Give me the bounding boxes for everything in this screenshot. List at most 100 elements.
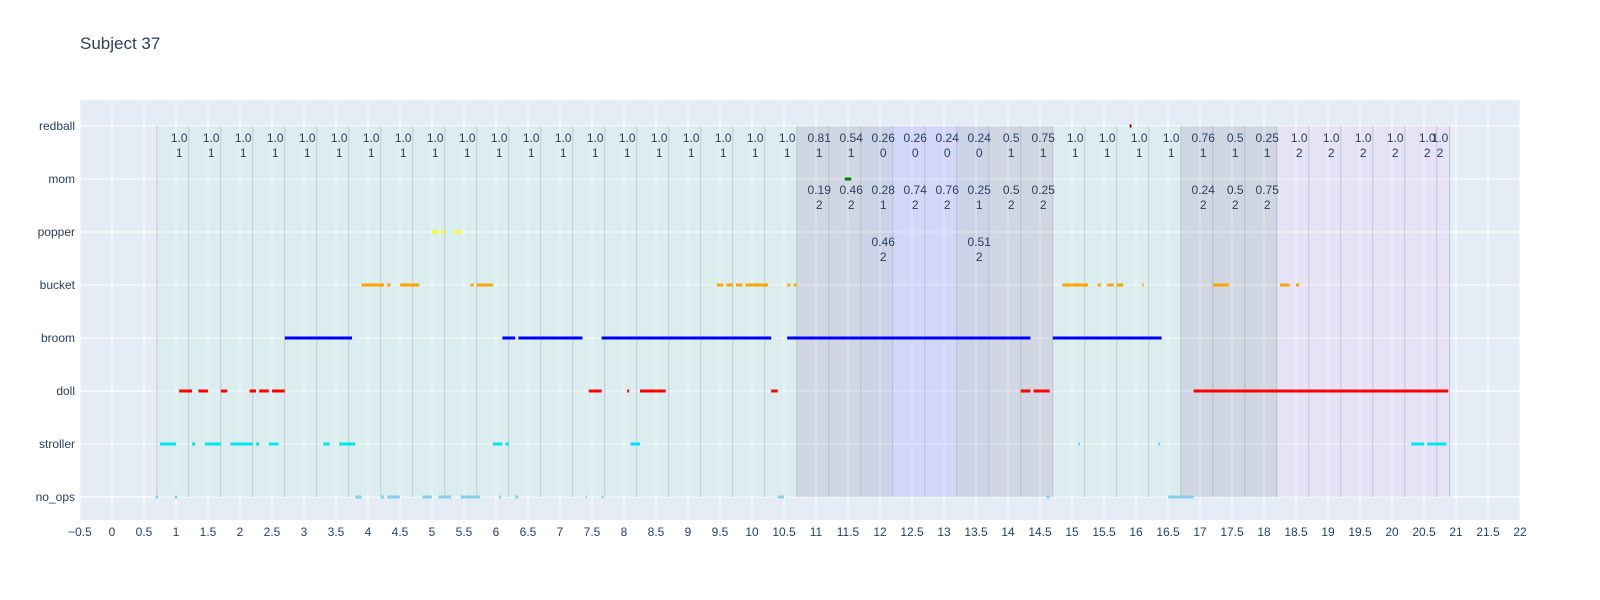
annotation-line: 0.25	[1256, 131, 1280, 145]
annotation-line: 0	[944, 146, 951, 160]
x-tick-label: 13	[937, 525, 951, 539]
annotation-label: 0.26 0	[872, 131, 896, 160]
annotation-line: 1	[816, 146, 823, 160]
annotation-line: 0.5	[1227, 131, 1244, 145]
annotation-label: 0.24 0	[968, 131, 992, 160]
annotation-line: 1.0	[1355, 131, 1372, 145]
annotation-line: 1	[848, 146, 855, 160]
annotation-line: 0.26	[872, 131, 896, 145]
annotations: 1.0 11.0 11.0 11.0 11.0 11.0 11.0 11.0 11.0 11.0 1…	[171, 131, 1449, 264]
annotation-line: 1	[720, 146, 727, 160]
annotation-line: 1	[368, 146, 375, 160]
annotation-line: 1.0	[1131, 131, 1148, 145]
x-tick-label: 0.5	[136, 525, 153, 539]
annotation-label: 0.25 2	[1032, 183, 1056, 212]
annotation-line: 1.0	[683, 131, 700, 145]
x-tick-label: 6	[493, 525, 500, 539]
x-tick-label: 5	[429, 525, 436, 539]
annotation-line: 1.0	[171, 131, 188, 145]
annotation-line: 1.0	[459, 131, 476, 145]
x-tick-label: 12.5	[900, 525, 924, 539]
annotation-label: 1.0 1	[171, 131, 188, 160]
x-tick-label: 4	[365, 525, 372, 539]
annotation-line: 1.0	[1387, 131, 1404, 145]
shaded-band	[1180, 126, 1277, 497]
annotation-line: 1	[272, 146, 279, 160]
annotation-line: 1	[1264, 146, 1271, 160]
shaded-band	[956, 126, 989, 497]
annotation-line: 1.0	[331, 131, 348, 145]
x-tick-label: 7.5	[584, 525, 601, 539]
plot-background	[80, 100, 1520, 520]
x-tick-label: 1	[173, 525, 180, 539]
x-tick-label: 13.5	[964, 525, 988, 539]
annotation-line: 1	[688, 146, 695, 160]
annotation-label: 0.46 2	[840, 183, 864, 212]
x-tick-label: 22	[1513, 525, 1527, 539]
annotation-label: 1.0 1	[427, 131, 444, 160]
annotation-label: 0.76 1	[1192, 131, 1216, 160]
x-tick-label: 11	[810, 525, 823, 539]
x-tick-label: 17	[1193, 525, 1207, 539]
annotation-label: 1.0 1	[619, 131, 636, 160]
annotation-line: 1.0	[651, 131, 668, 145]
annotation-line: 1.0	[1099, 131, 1116, 145]
annotation-line: 0.26	[904, 131, 928, 145]
x-tick-label: 16.5	[1156, 525, 1180, 539]
annotation-label: 0.46 2	[872, 235, 896, 264]
y-tick-label: stroller	[39, 437, 75, 451]
annotation-line: 0.76	[1192, 131, 1216, 145]
annotation-label: 1.0 1	[1131, 131, 1148, 160]
gridlines	[79, 100, 1521, 520]
x-tick-label: 9.5	[712, 525, 729, 539]
y-tick-label: mom	[48, 172, 75, 186]
annotation-line: 0.25	[1032, 183, 1056, 197]
x-tick-label: 11.5	[837, 525, 860, 539]
annotation-line: 2	[912, 198, 919, 212]
annotation-label: 1.0 1	[651, 131, 668, 160]
shaded-band	[988, 126, 1053, 497]
annotation-line: 1.0	[1432, 131, 1449, 145]
annotation-line: 0.74	[904, 183, 928, 197]
x-tick-label: 14	[1001, 525, 1015, 539]
x-tick-label: 12	[873, 525, 887, 539]
annotation-label: 1.0 1	[715, 131, 732, 160]
x-tick-label: 6.5	[520, 525, 537, 539]
annotation-label: 1.0 1	[235, 131, 252, 160]
annotation-line: 1	[496, 146, 503, 160]
y-axis-ticks: no_ops stroller doll broom bucket popper mom re…	[36, 119, 76, 504]
x-tick-label: 4.5	[392, 525, 409, 539]
annotation-label: 0.75 1	[1032, 131, 1056, 160]
y-tick-label: bucket	[40, 278, 76, 292]
annotation-line: 1.0	[235, 131, 252, 145]
shaded-band	[796, 126, 861, 497]
x-tick-label: 7	[557, 525, 564, 539]
annotation-label: 0.28 1	[872, 183, 896, 212]
annotation-line: 0.75	[1256, 183, 1280, 197]
annotation-label: 1.0 2	[1387, 131, 1404, 160]
annotation-line: 1	[1232, 146, 1239, 160]
annotation-line: 0.46	[840, 183, 864, 197]
annotation-label: 0.5 1	[1227, 131, 1244, 160]
x-tick-label: 19.5	[1348, 525, 1372, 539]
annotation-line: 1	[432, 146, 439, 160]
x-tick-label: 18.5	[1284, 525, 1308, 539]
annotation-line: 0	[880, 146, 887, 160]
annotation-line: 0.5	[1003, 183, 1020, 197]
annotation-label: 0.74 2	[904, 183, 928, 212]
annotation-line: 1.0	[203, 131, 220, 145]
annotation-line: 0.24	[968, 131, 992, 145]
annotation-line: 2	[848, 198, 855, 212]
x-tick-label: 8	[621, 525, 628, 539]
annotation-label: 1.0 2	[1323, 131, 1340, 160]
annotation-line: 0.54	[840, 131, 864, 145]
annotation-line: 2	[1424, 146, 1431, 160]
annotation-line: 2	[1437, 146, 1444, 160]
annotation-line: 1	[240, 146, 247, 160]
annotation-label: 1.0 1	[779, 131, 796, 160]
annotation-line: 1.0	[619, 131, 636, 145]
annotation-line: 1.0	[299, 131, 316, 145]
annotation-line: 2	[1360, 146, 1367, 160]
shaded-band	[156, 126, 797, 497]
annotation-label: 0.24 0	[936, 131, 960, 160]
